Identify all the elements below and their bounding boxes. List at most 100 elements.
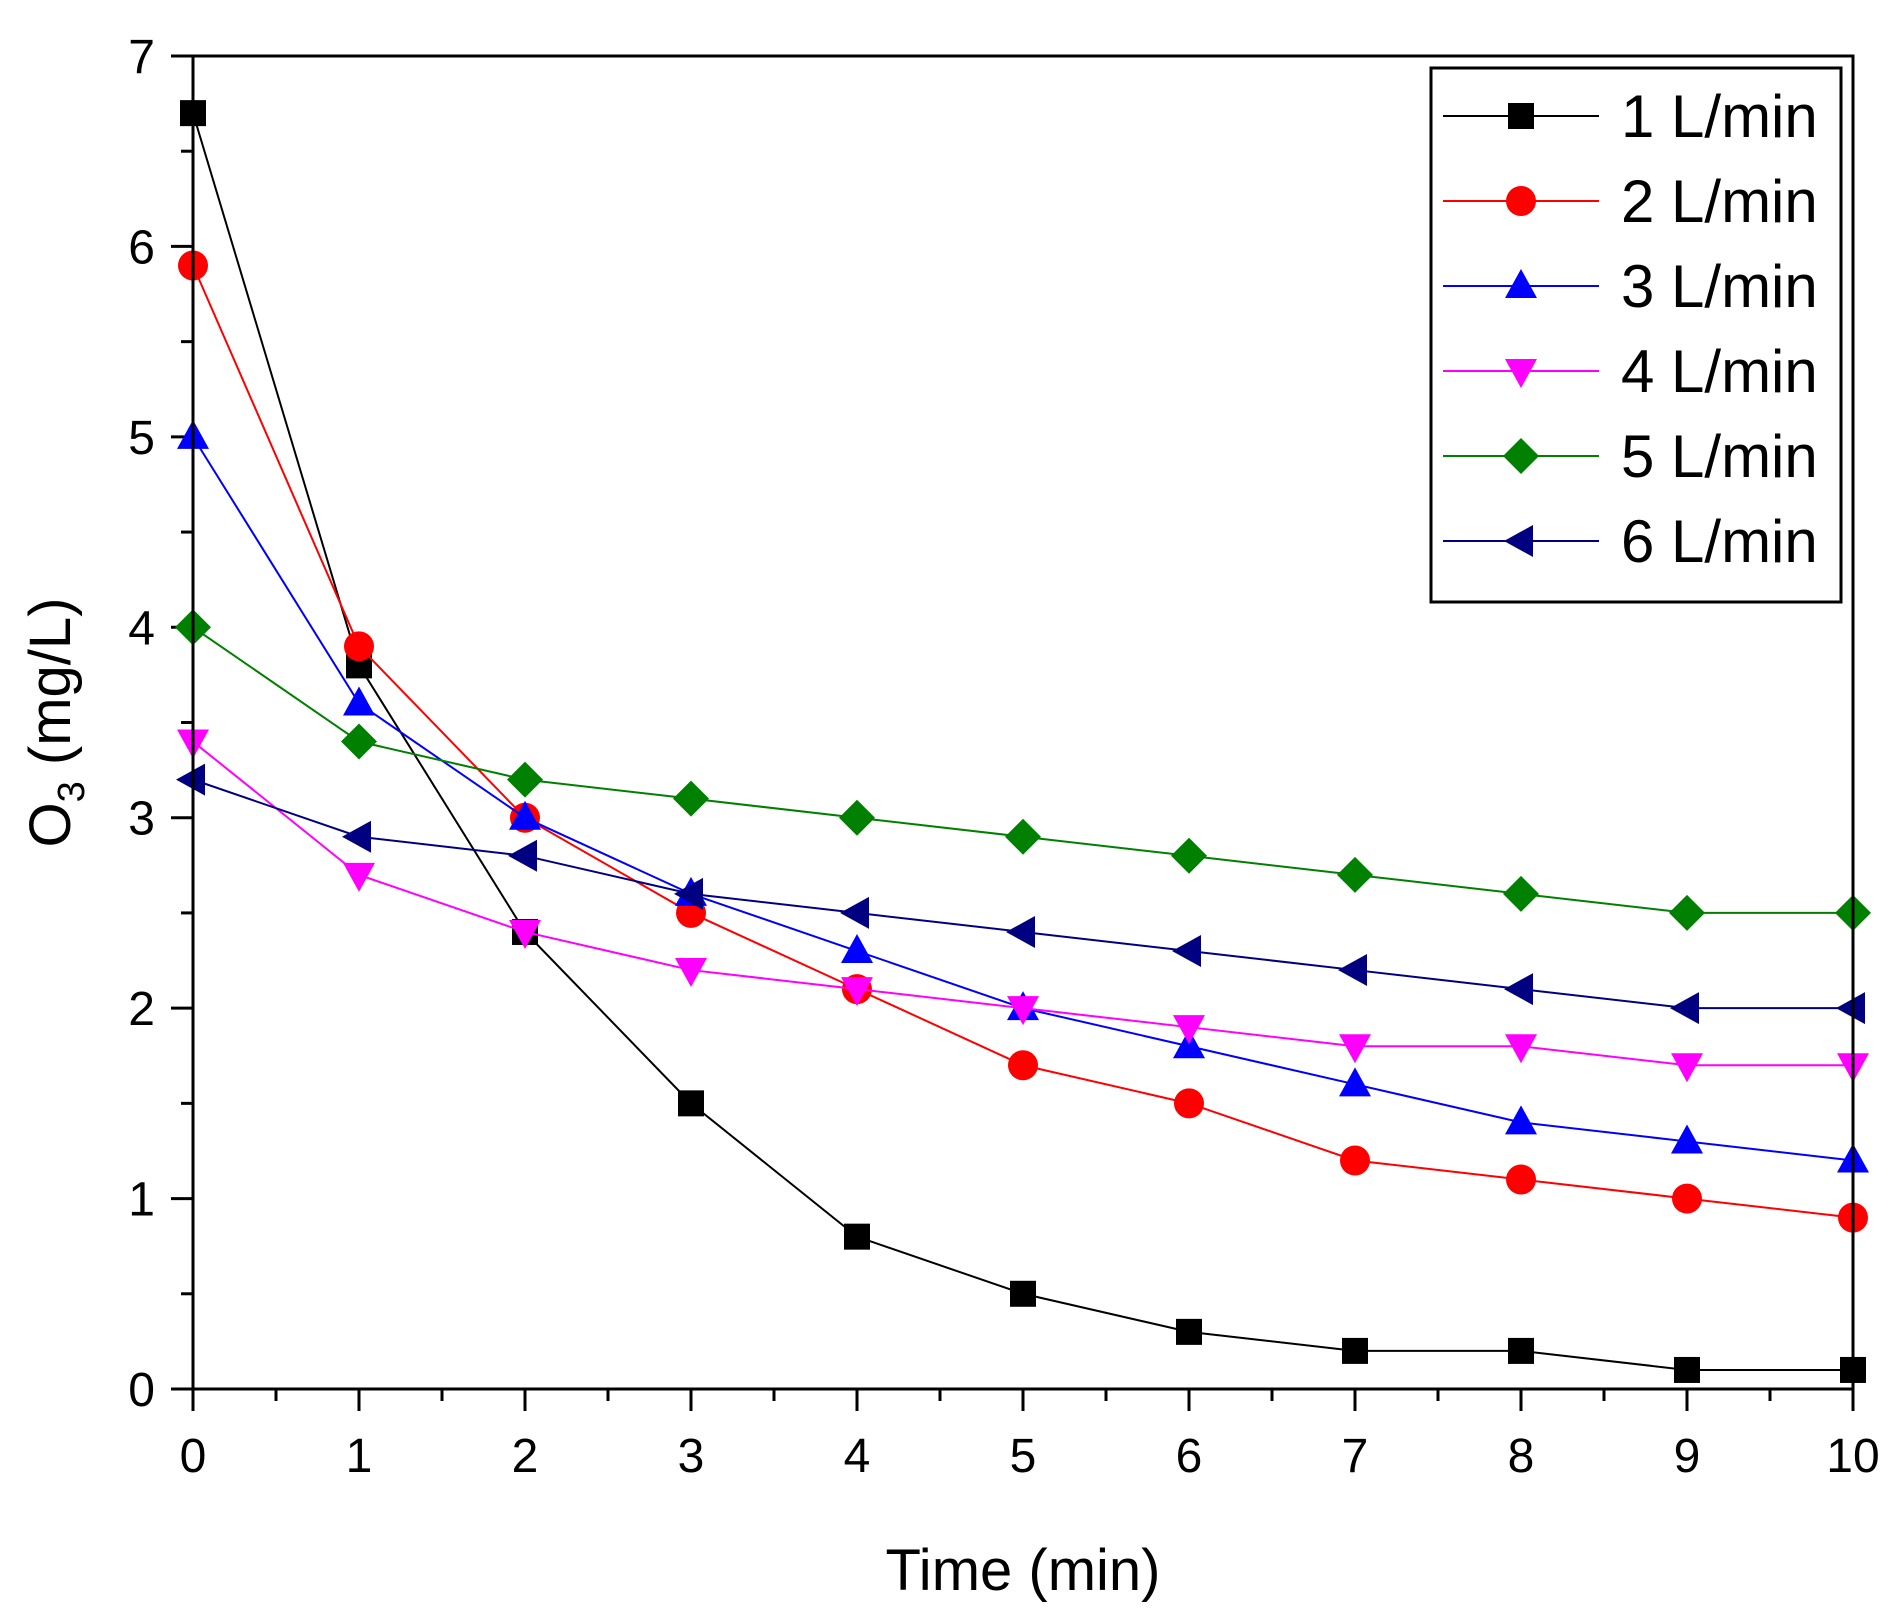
series-2 (178, 250, 1868, 1233)
x-tick-label: 8 (1508, 1430, 1535, 1483)
data-point (1508, 1337, 1534, 1364)
legend-item: 6 L/min (1443, 508, 1818, 575)
data-point (1674, 1356, 1700, 1383)
data-point (508, 839, 537, 872)
data-point (509, 800, 541, 830)
data-point (674, 877, 703, 910)
data-point (1340, 1145, 1370, 1176)
data-point (839, 799, 875, 836)
data-point (1669, 894, 1705, 931)
data-point (1342, 1337, 1368, 1364)
legend-item: 5 L/min (1443, 423, 1818, 490)
y-tick-label: 7 (128, 31, 155, 84)
data-point (1670, 992, 1699, 1025)
data-point (343, 862, 375, 892)
data-point (1671, 1124, 1703, 1154)
data-point (1505, 1034, 1537, 1064)
data-point (1172, 935, 1201, 968)
y-axis-title-rest: (mg/L) (18, 598, 83, 782)
x-tick-label: 2 (512, 1430, 539, 1483)
y-tick-label: 1 (128, 1174, 155, 1227)
data-point (840, 896, 869, 929)
data-point (507, 761, 543, 798)
x-tick-label: 6 (1176, 1430, 1203, 1483)
series-1 (180, 100, 1866, 1383)
data-point (1505, 1105, 1537, 1135)
data-point (509, 919, 541, 949)
data-point (1504, 973, 1533, 1006)
data-point (1671, 1053, 1703, 1083)
data-point (1005, 818, 1041, 855)
data-point (841, 977, 873, 1007)
legend-marker (1505, 269, 1537, 298)
x-axis-title: Time (min) (886, 1538, 1161, 1603)
legend-marker (1505, 359, 1537, 388)
data-point (1338, 954, 1367, 987)
data-point (343, 686, 375, 716)
series-4 (177, 729, 1869, 1083)
tick-labels: 0 1 2 3 4 5 6 7 8 9 10 0 1 2 3 4 5 6 7 (128, 31, 1879, 1483)
y-tick-label: 2 (128, 983, 155, 1036)
plot-frame (191, 54, 1855, 1391)
legend-label: 5 L/min (1621, 423, 1818, 490)
legend-item: 4 L/min (1443, 338, 1818, 405)
x-tick-label: 9 (1674, 1430, 1701, 1483)
legend-item: 1 L/min (1443, 83, 1818, 150)
data-point (1672, 1183, 1702, 1214)
data-point (341, 723, 377, 760)
data-point (1836, 992, 1865, 1025)
y-tick-label: 0 (128, 1364, 155, 1417)
legend: 1 L/min 2 L/min 3 L/min 4 L/min 5 L/min 6 L/m… (1429, 66, 1843, 604)
x-tick-label: 1 (346, 1430, 373, 1483)
y-axis-title-subscript: 3 (51, 781, 93, 802)
data-point (1008, 1050, 1038, 1081)
data-point (841, 934, 873, 964)
data-point (176, 763, 205, 796)
x-tick-label: 7 (1342, 1430, 1369, 1483)
legend-label: 6 L/min (1621, 508, 1818, 575)
data-point (678, 1090, 704, 1117)
data-point (1006, 915, 1035, 948)
data-point (1174, 1088, 1204, 1119)
legend-marker (1506, 186, 1536, 216)
axis-ticks (171, 54, 1855, 1411)
series-layer (175, 100, 1871, 1383)
data-point (1007, 996, 1039, 1026)
x-tick-label: 5 (1010, 1430, 1037, 1483)
legend-label: 1 L/min (1621, 83, 1818, 150)
data-point (1339, 1034, 1371, 1064)
legend-marker (1504, 525, 1533, 557)
x-tick-label: 4 (844, 1430, 871, 1483)
data-point (1176, 1318, 1202, 1345)
data-point (1171, 837, 1207, 874)
data-point (844, 1223, 870, 1250)
series-5 (175, 609, 1871, 931)
x-tick-label: 0 (180, 1430, 207, 1483)
data-point (1173, 1015, 1205, 1045)
legend-box (1429, 66, 1843, 604)
data-point (342, 820, 371, 853)
data-point (673, 780, 709, 817)
legend-label: 4 L/min (1621, 338, 1818, 405)
y-tick-label: 3 (128, 793, 155, 846)
legend-label: 3 L/min (1621, 253, 1818, 320)
data-point (1337, 856, 1373, 893)
x-tick-label: 3 (678, 1430, 705, 1483)
legend-item: 2 L/min (1443, 168, 1818, 235)
y-tick-label: 6 (128, 221, 155, 274)
y-tick-label: 5 (128, 412, 155, 465)
data-point (344, 631, 374, 662)
y-tick-label: 4 (128, 602, 155, 655)
y-axis-title-main: O (18, 802, 83, 847)
data-point (1506, 1164, 1536, 1195)
legend-marker (1503, 438, 1539, 474)
legend-label: 2 L/min (1621, 168, 1818, 235)
data-point (1339, 1067, 1371, 1097)
y-axis-title: O3 (mg/L) (18, 598, 93, 848)
legend-marker (1508, 103, 1534, 129)
data-point (1503, 875, 1539, 912)
data-point (1010, 1280, 1036, 1307)
series-6 (176, 763, 1865, 1025)
data-point (675, 958, 707, 988)
